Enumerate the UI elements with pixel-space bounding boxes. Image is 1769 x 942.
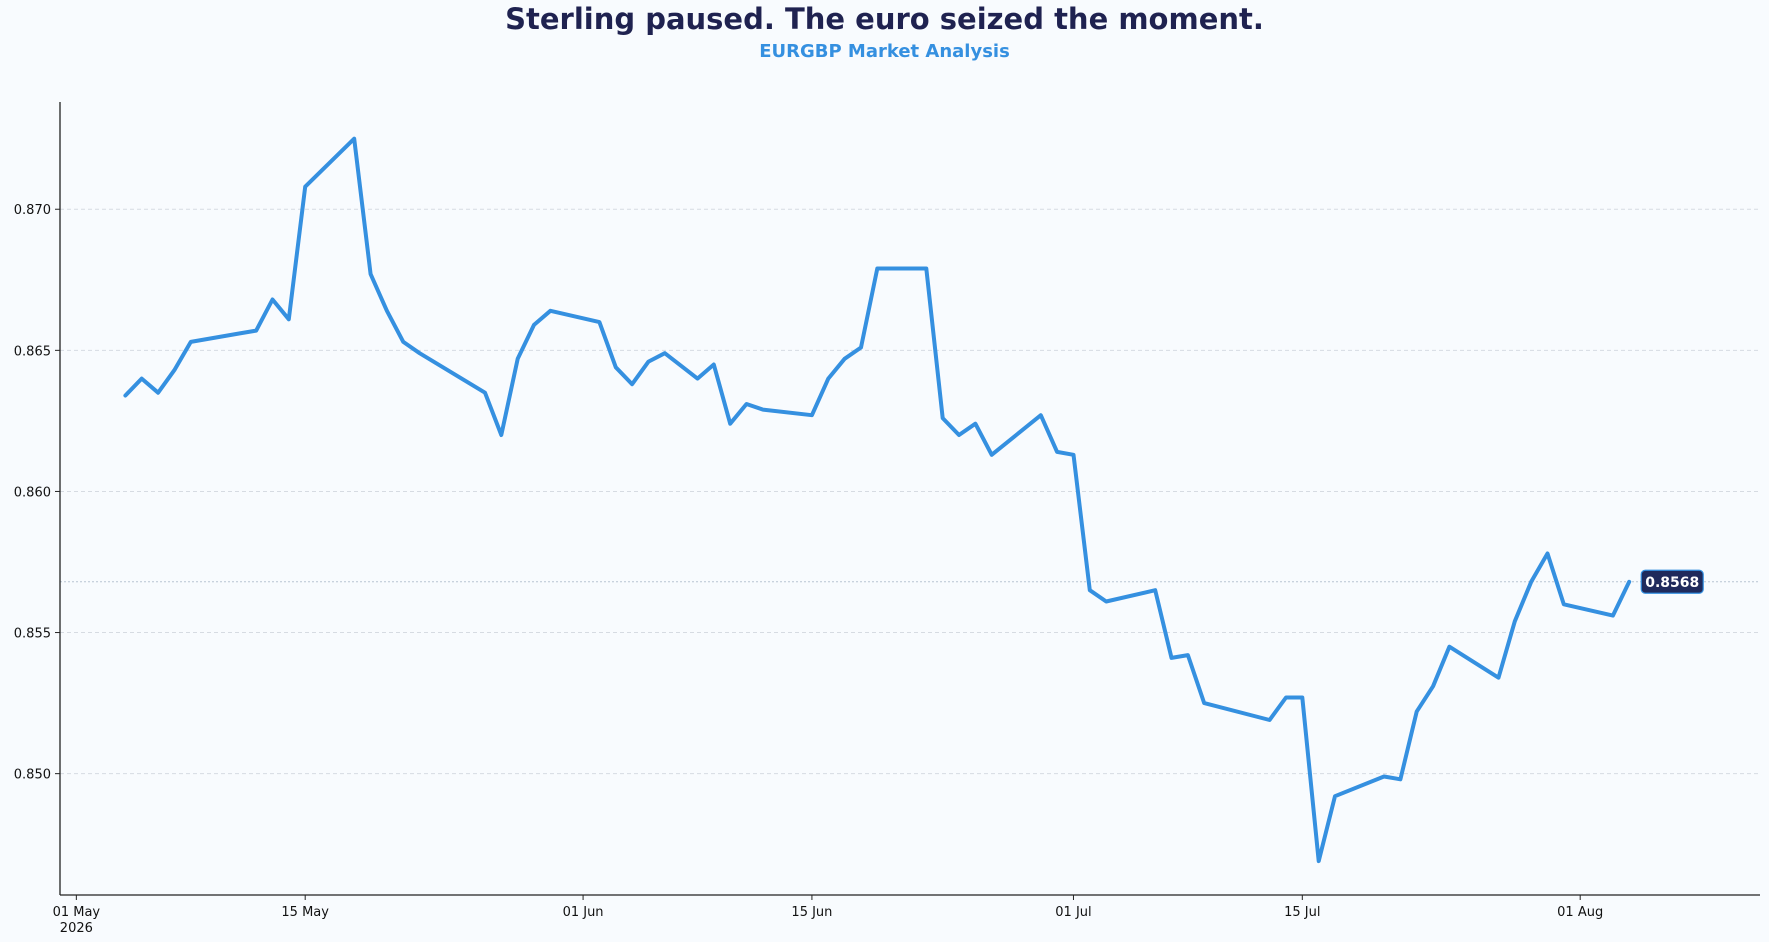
x-tick-label: 15 May <box>281 905 329 920</box>
x-tick-label: 15 Jun <box>791 905 832 920</box>
last-value-badge: 0.8568 <box>1640 569 1704 594</box>
x-tick-label: 15 Jul <box>1284 905 1320 920</box>
x-tick-sublabel: 2026 <box>60 921 93 936</box>
y-tick-label: 0.870 <box>14 203 51 218</box>
chart-title: Sterling paused. The euro seized the mom… <box>505 2 1264 36</box>
y-tick-label: 0.860 <box>14 485 51 500</box>
gridlines <box>60 208 1760 775</box>
y-tick-label: 0.865 <box>14 344 51 359</box>
y-tick-label: 0.850 <box>14 768 51 783</box>
series-line-eurgbp <box>123 136 1632 864</box>
x-tick-label: 01 Jun <box>563 905 604 920</box>
x-tick-label: 01 Jul <box>1055 905 1091 920</box>
x-tick-label: 01 May <box>53 905 101 920</box>
chart-subtitle: EURGBP Market Analysis <box>759 41 1010 62</box>
y-axis-ticks: 0.850 0.855 0.860 0.865 0.870 <box>14 203 60 783</box>
last-value-label: 0.8568 <box>1645 575 1699 591</box>
y-tick-label: 0.855 <box>14 627 51 642</box>
last-value-badge-box <box>1640 569 1704 594</box>
x-tick-label: 01 Aug <box>1557 905 1603 920</box>
